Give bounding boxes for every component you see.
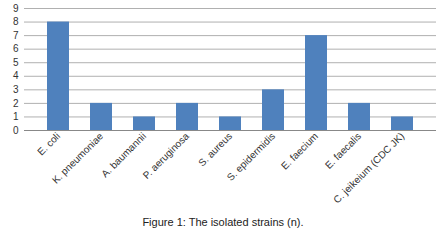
svg-text:3: 3 <box>13 84 19 95</box>
svg-text:1: 1 <box>13 111 19 122</box>
svg-text:E. faecalis: E. faecalis <box>323 130 363 170</box>
svg-text:E. coli: E. coli <box>35 130 62 157</box>
svg-text:S. epidermidis: S. epidermidis <box>225 130 278 183</box>
svg-text:6: 6 <box>13 43 19 54</box>
svg-text:E. faecium: E. faecium <box>279 130 320 171</box>
svg-text:8: 8 <box>13 16 19 27</box>
svg-text:0: 0 <box>13 125 19 136</box>
svg-text:S. aureus: S. aureus <box>196 130 234 168</box>
svg-text:5: 5 <box>13 57 19 68</box>
svg-text:9: 9 <box>13 3 19 14</box>
html-text:Figure 1: The isolated strains: Figure 1: The isolated strains (n). <box>142 216 304 228</box>
svg-text:4: 4 <box>13 70 19 81</box>
svg-text:P. aeruginosa: P. aeruginosa <box>141 130 192 181</box>
svg-text:2: 2 <box>13 98 19 109</box>
svg-text:C. jeikeium (CDC JK): C. jeikeium (CDC JK) <box>331 130 406 205</box>
svg-text:7: 7 <box>13 30 19 41</box>
svg-text:A. baumannii: A. baumannii <box>99 130 149 180</box>
svg-text:K. pneumoniae: K. pneumoniae <box>50 130 106 186</box>
